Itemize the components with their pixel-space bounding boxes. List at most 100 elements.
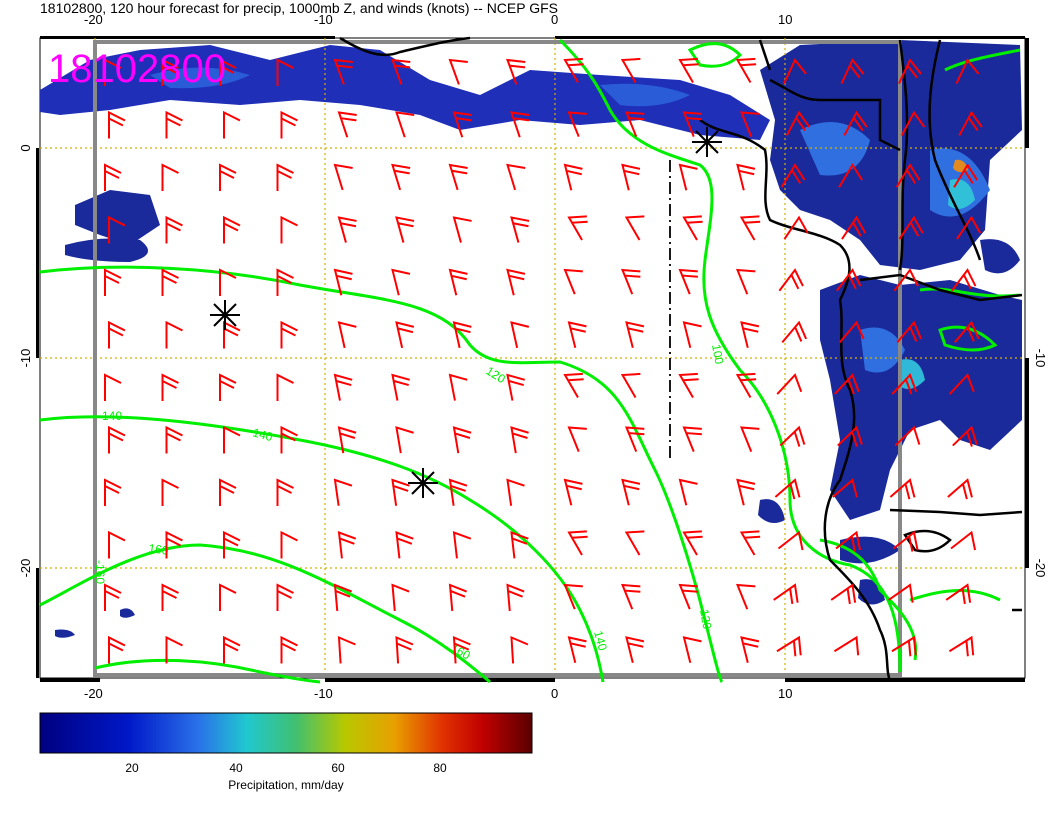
wind-barb: [104, 478, 122, 506]
wind-barb: [774, 478, 801, 500]
wind-barb: [395, 426, 414, 454]
wind-barb: [678, 163, 698, 191]
wind-barb: [452, 111, 472, 138]
wind-barb: [161, 163, 179, 191]
wind-barb: [161, 268, 179, 296]
wind-barb: [219, 373, 237, 401]
wind-barb: [223, 530, 241, 559]
left-tick-label: 0: [18, 144, 33, 151]
map-title: 18102800, 120 hour forecast for precip, …: [40, 0, 558, 16]
wind-barb: [448, 58, 468, 85]
wind-barb: [276, 373, 294, 401]
contour-label: -140: [98, 409, 122, 423]
asterisk-marker: [408, 468, 438, 498]
wind-barb: [783, 58, 807, 84]
wind-barb: [563, 372, 584, 399]
wind-barb: [735, 583, 756, 610]
wind-barb: [682, 111, 702, 137]
wind-barb: [567, 636, 587, 663]
wind-barb: [337, 216, 357, 243]
wind-barb: [506, 163, 526, 191]
bottom-tick-label: -10: [314, 686, 333, 701]
wind-barb: [620, 268, 641, 295]
wind-barb: [165, 320, 183, 349]
wind-barb: [833, 635, 860, 656]
right-tick-label: -20: [1033, 559, 1048, 578]
wind-barb: [625, 321, 645, 348]
wind-barb: [948, 635, 975, 657]
wind-barb: [682, 426, 702, 452]
colorbar-tick-label: 40: [229, 761, 243, 775]
wind-barb: [620, 583, 641, 610]
wind-barb: [620, 57, 641, 84]
colorbar: 20 40 60 80 Precipitation, mm/day: [39, 712, 533, 792]
wind-barb: [280, 110, 298, 139]
wind-barb: [894, 425, 921, 447]
wind-barb: [739, 530, 761, 556]
wind-barb: [678, 57, 699, 84]
wind-barb: [739, 215, 761, 241]
wind-barb: [563, 163, 583, 191]
top-tick-label: -20: [84, 12, 103, 27]
domain-box: [93, 40, 902, 677]
wind-barb: [276, 163, 294, 191]
wind-barb: [778, 268, 804, 292]
wind-barb: [510, 426, 529, 454]
wind-barb: [337, 426, 357, 454]
wind-barb: [506, 58, 526, 85]
wind-barb: [391, 163, 411, 191]
wind-barb: [510, 531, 529, 559]
wind-barb: [776, 635, 802, 657]
left-axis: 0 -10 -20: [18, 144, 33, 577]
wind-barb: [276, 583, 294, 611]
colorbar-tick-label: 60: [331, 761, 345, 775]
wind-barb: [839, 320, 865, 344]
wind-barb: [161, 58, 179, 86]
wind-barb: [506, 268, 526, 296]
wind-barb: [678, 268, 698, 295]
wind-barb: [395, 321, 415, 349]
wind-barb: [624, 215, 645, 241]
wind-barb: [219, 163, 237, 191]
wind-barb: [337, 321, 357, 349]
wind-barb: [333, 163, 353, 191]
wind-barb: [624, 426, 645, 452]
wind-barb: [947, 478, 973, 500]
wind-barb: [735, 372, 757, 399]
wind-barb: [165, 425, 183, 454]
wind-barb: [900, 110, 926, 136]
wind-barb: [276, 478, 294, 506]
wind-barb: [448, 583, 468, 611]
wind-barb: [395, 111, 415, 138]
wind-barb: [624, 530, 645, 556]
wind-barb: [776, 373, 803, 395]
wind-barb: [395, 216, 415, 243]
colorbar-gradient: [39, 712, 533, 754]
wind-barb: [567, 321, 587, 348]
precip-field: [40, 40, 1022, 638]
colorbar-tick-label: 80: [433, 761, 447, 775]
wind-barb: [337, 111, 357, 138]
wind-barb: [337, 531, 357, 559]
wind-barb: [888, 583, 914, 603]
wind-barb: [452, 426, 472, 454]
contour-label: -160: [93, 560, 107, 584]
wind-barb: [391, 373, 411, 401]
wind-barb: [958, 110, 983, 136]
wind-barb: [898, 58, 922, 84]
wind-barb: [161, 583, 179, 611]
wind-barb: [104, 163, 122, 191]
wind-barb: [773, 583, 799, 605]
wind-barb: [395, 531, 414, 559]
wind-barb: [955, 58, 980, 84]
wind-barb: [333, 268, 353, 296]
wind-barb: [624, 111, 645, 137]
bottom-axis: -20 -10 0 10: [84, 686, 792, 701]
wind-barb: [219, 583, 237, 611]
wind-barb: [333, 478, 353, 506]
wind-barb: [395, 635, 414, 664]
wind-barb: [736, 478, 756, 506]
wind-barb: [678, 478, 698, 506]
wind-barb: [280, 635, 298, 664]
